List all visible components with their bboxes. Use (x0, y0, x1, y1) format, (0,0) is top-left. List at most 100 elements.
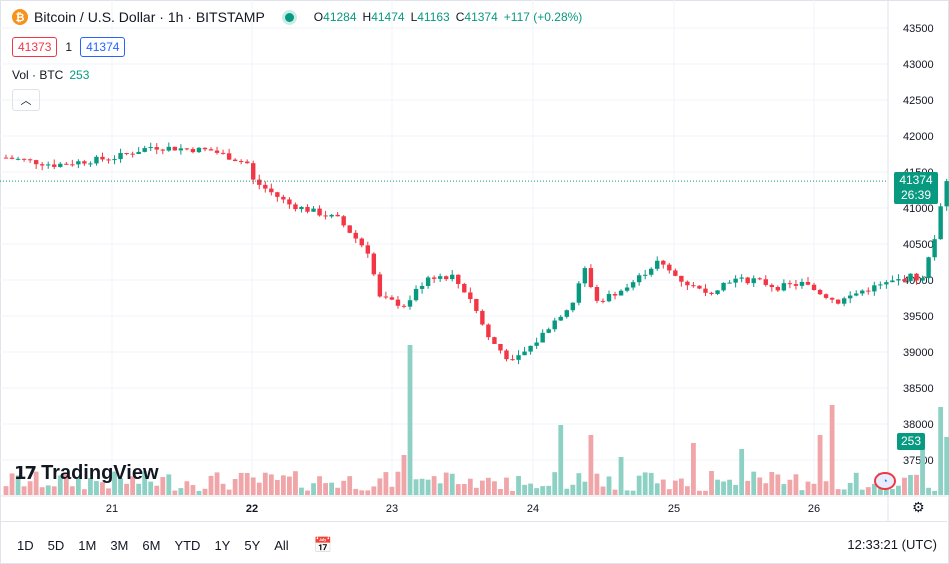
candle-body (190, 148, 196, 153)
y-tick-label: 42500 (903, 95, 934, 107)
candle-body (829, 297, 835, 300)
volume-bar (727, 479, 732, 495)
volume-bar (21, 486, 27, 495)
volume-bar (335, 487, 341, 495)
volume-bar (395, 471, 401, 495)
timeframe-6m-button[interactable]: 6M (142, 537, 161, 553)
sell-button[interactable]: 41373 (12, 37, 58, 57)
timeframe-1d-button[interactable]: 1D (17, 537, 34, 553)
candle-body (606, 294, 612, 302)
volume-bar (558, 425, 564, 495)
volume-bar (287, 476, 292, 495)
volume-bar (371, 486, 377, 495)
volume-bar (636, 475, 642, 495)
volume-bar (594, 473, 600, 495)
candle-body (64, 163, 69, 165)
candle-body (15, 158, 21, 160)
collapse-legend-button[interactable]: ︿ (12, 89, 40, 111)
candle-body (630, 282, 636, 288)
candle-body (745, 277, 750, 284)
bitcoin-logo-icon: ₿ (12, 9, 28, 25)
candle-body (365, 245, 370, 254)
volume-bar (528, 483, 534, 495)
ohlc-item: H41474 (362, 10, 405, 24)
volume-bar (709, 471, 714, 495)
candle-body (793, 284, 799, 286)
volume-bar (232, 478, 238, 495)
candle-body (371, 253, 377, 275)
candle-body (944, 181, 949, 207)
clock-display[interactable]: 12:33:21 (UTC) (847, 537, 937, 552)
volume-bar (582, 481, 588, 495)
volume-bar (817, 435, 823, 495)
candle-body (299, 206, 304, 210)
volume-bar (51, 486, 57, 495)
volume-bar (184, 481, 190, 495)
volume-bar (94, 481, 99, 495)
x-tick-label: 26 (808, 503, 820, 515)
volume-bar (377, 478, 383, 495)
volume-bar (208, 475, 214, 495)
timeframe-1m-button[interactable]: 1M (78, 537, 97, 553)
tradingview-logo[interactable]: 17 TradingView (14, 462, 159, 485)
candle-body (679, 275, 684, 282)
volume-bar (39, 487, 45, 495)
candle-body (70, 164, 75, 166)
candle-body (389, 297, 395, 300)
volume-bar (383, 472, 389, 495)
candle-body (938, 206, 943, 240)
volume-bar (570, 484, 576, 495)
candle-body (431, 277, 437, 279)
event-badge-icon[interactable]: ◔ (874, 472, 896, 490)
candle-body (570, 302, 576, 311)
timeframe-3m-button[interactable]: 3M (110, 537, 129, 553)
candle-body (474, 298, 479, 311)
volume-bar (359, 490, 365, 495)
candle-body (407, 300, 413, 307)
candle-body (257, 179, 262, 185)
timeframe-ytd-button[interactable]: YTD (174, 537, 201, 553)
candle-body (353, 232, 358, 239)
ohlc-item: +117 (+0.28%) (503, 10, 583, 24)
spread-value: 1 (65, 40, 73, 54)
timeframe-all-button[interactable]: All (274, 537, 289, 553)
candle-body (703, 288, 708, 293)
buy-button[interactable]: 41374 (80, 37, 126, 57)
volume-bar (835, 489, 841, 495)
volume-bar (775, 474, 781, 495)
volume-bar (829, 405, 835, 495)
candle-body (715, 290, 720, 294)
volume-bar (853, 472, 859, 495)
volume-bar (799, 490, 805, 495)
gear-icon[interactable]: ⚙ (912, 500, 925, 516)
candle-body (685, 281, 690, 286)
volume-bar (166, 474, 172, 495)
candle-body (612, 294, 618, 296)
candle-body (546, 329, 551, 333)
candle-body (317, 208, 322, 216)
candle-body (624, 287, 630, 291)
candle-body (636, 275, 642, 283)
volume-bar (522, 484, 527, 495)
y-tick-label: 39000 (903, 347, 934, 359)
calendar-goto-icon[interactable]: 📅 (313, 536, 333, 554)
timeframe-5d-button[interactable]: 5D (47, 537, 65, 553)
timeframe-1y-button[interactable]: 1Y (214, 537, 231, 553)
candle-body (510, 359, 515, 361)
volume-bar (672, 480, 678, 495)
candle-body (395, 299, 401, 306)
volume-bar (353, 488, 359, 495)
candle-body (576, 283, 582, 303)
candle-body (872, 285, 877, 292)
candle-body (311, 208, 316, 212)
chevron-up-icon: ︿ (20, 95, 32, 107)
symbol-title[interactable]: Bitcoin / U.S. Dollar · 1h · BITSTAMP (34, 9, 265, 25)
timeframe-5y-button[interactable]: 5Y (244, 537, 261, 553)
volume-bar (908, 475, 913, 495)
candle-body (118, 153, 123, 160)
volume-bar (419, 478, 425, 495)
volume-bar (293, 471, 298, 495)
candle-body (21, 158, 27, 160)
candle-body (76, 161, 81, 165)
